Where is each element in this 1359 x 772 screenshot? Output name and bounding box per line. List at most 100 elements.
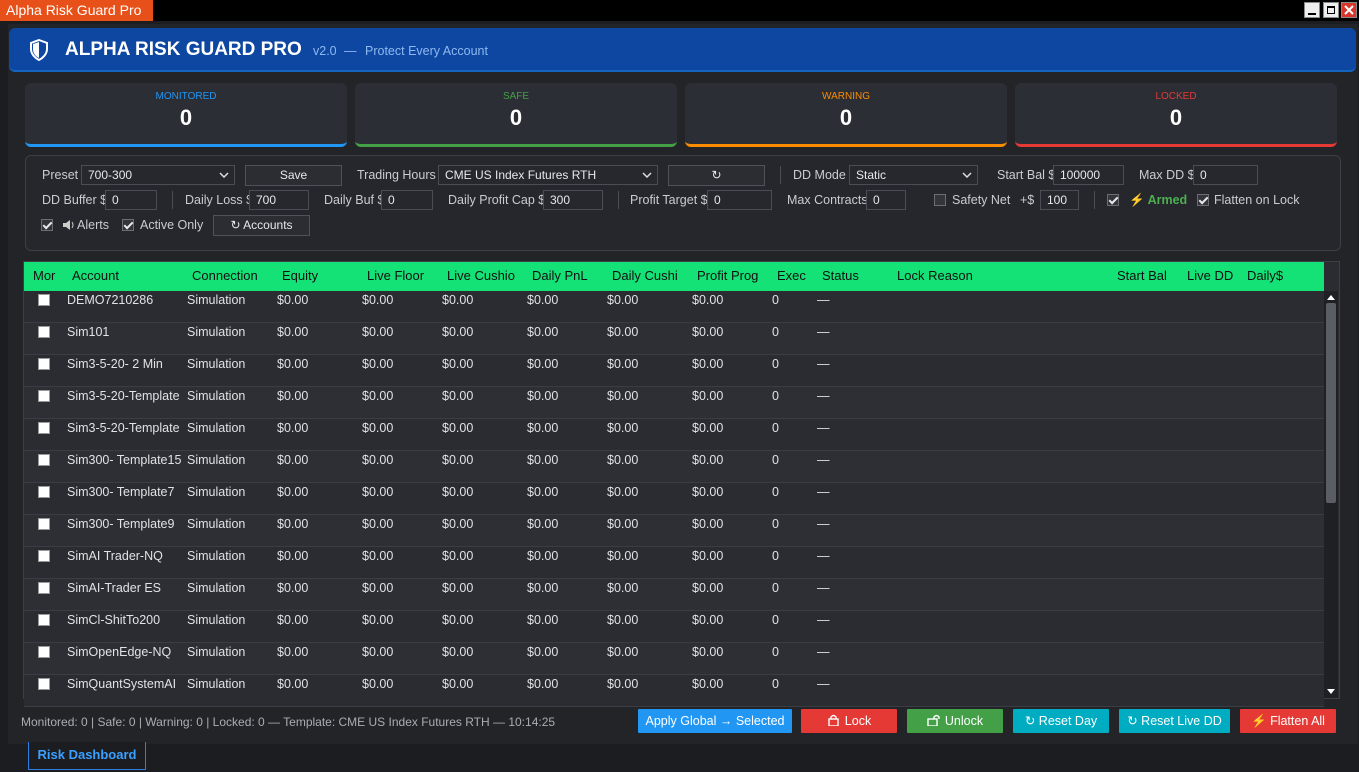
table-row[interactable]	[24, 355, 1324, 387]
table-header	[24, 262, 1324, 291]
row-checkbox[interactable]	[38, 550, 50, 562]
table-row[interactable]	[24, 291, 1324, 323]
checkbox[interactable]	[122, 219, 134, 231]
table-row[interactable]	[24, 387, 1324, 419]
checkbox[interactable]	[1107, 194, 1119, 206]
table-row[interactable]	[24, 579, 1324, 611]
row-checkbox[interactable]	[38, 326, 50, 338]
dropdown-arrow	[962, 172, 972, 178]
table-cell: $0.00	[442, 357, 474, 371]
column-header[interactable]: Lock Reason	[897, 268, 973, 283]
action-button[interactable]: ↻ Reset Day	[1013, 709, 1109, 733]
column-header[interactable]: Daily Cushi	[612, 268, 678, 283]
table-row[interactable]	[24, 323, 1324, 355]
checkbox[interactable]	[41, 219, 53, 231]
shield-icon	[30, 39, 48, 61]
table-cell: $0.00	[527, 613, 559, 627]
close-button[interactable]	[1341, 2, 1357, 18]
scroll-up[interactable]	[1325, 293, 1337, 301]
action-button[interactable]: Unlock	[907, 709, 1003, 733]
scroll-down[interactable]	[1325, 688, 1337, 696]
row-checkbox[interactable]	[38, 454, 50, 466]
checkbox[interactable]	[1197, 194, 1209, 206]
table-cell: $0.00	[277, 357, 309, 371]
table-cell: $0.00	[607, 613, 639, 627]
action-button[interactable]: ⚡ Flatten All	[1240, 709, 1336, 733]
minimize-button[interactable]	[1304, 2, 1320, 18]
row-checkbox[interactable]	[38, 294, 50, 306]
table-cell: 0	[772, 485, 779, 499]
column-header[interactable]: Exec	[777, 268, 806, 283]
column-header[interactable]: Start Bal	[1117, 268, 1167, 283]
table-row[interactable]	[24, 643, 1324, 675]
stat-label: SAFE	[502, 91, 530, 102]
row-checkbox[interactable]	[38, 646, 50, 658]
row-checkbox[interactable]	[38, 358, 50, 370]
column-header[interactable]: Daily$	[1247, 268, 1284, 283]
text-input[interactable]: 700	[249, 190, 309, 210]
text-input[interactable]: 100000	[1053, 165, 1124, 185]
table-cell: $0.00	[607, 485, 639, 499]
text-input[interactable]: 100	[1040, 190, 1079, 210]
row-checkbox[interactable]	[38, 486, 50, 498]
dropdown[interactable]: CME US Index Futures RTH	[438, 165, 658, 185]
table-cell: $0.00	[362, 549, 394, 563]
column-header[interactable]: Mor	[33, 268, 56, 283]
button[interactable]: ↻	[668, 165, 765, 186]
text-input[interactable]: 0	[1193, 165, 1258, 185]
column-header[interactable]: Account	[72, 268, 119, 283]
column-header[interactable]: Connection	[192, 268, 258, 283]
row-checkbox[interactable]	[38, 678, 50, 690]
field-label: Daily Buf $	[324, 193, 385, 207]
table-cell: $0.00	[527, 677, 559, 691]
table-cell: $0.00	[362, 581, 394, 595]
row-checkbox[interactable]	[38, 422, 50, 434]
column-header[interactable]: Profit Prog	[697, 268, 759, 283]
action-button[interactable]: ↻ Reset Live DD	[1119, 709, 1230, 733]
column-header[interactable]: Status	[822, 268, 859, 283]
row-checkbox[interactable]	[38, 582, 50, 594]
table-cell: $0.00	[692, 421, 724, 435]
row-checkbox[interactable]	[38, 614, 50, 626]
action-button[interactable]: Lock	[801, 709, 897, 733]
table-cell: 0	[772, 453, 779, 467]
text-input[interactable]: 0	[707, 190, 772, 210]
table-cell: $0.00	[442, 645, 474, 659]
table-cell: $0.00	[362, 389, 394, 403]
table-cell: Simulation	[187, 517, 246, 531]
table-row[interactable]	[24, 419, 1324, 451]
table-row[interactable]	[24, 675, 1324, 707]
table-cell: $0.00	[692, 517, 724, 531]
scrollbar-thumb[interactable]	[1326, 303, 1336, 503]
table-row[interactable]	[24, 611, 1324, 643]
checkbox[interactable]	[934, 194, 946, 206]
table-row[interactable]	[24, 515, 1324, 547]
column-header[interactable]: Daily PnL	[532, 268, 588, 283]
table-row[interactable]	[24, 483, 1324, 515]
column-header[interactable]: Live DD	[1187, 268, 1234, 283]
dropdown[interactable]: Static	[849, 165, 978, 185]
button[interactable]: ↻ Accounts	[213, 215, 310, 236]
column-header[interactable]: Live Floor	[367, 268, 425, 283]
text-input[interactable]: 0	[105, 190, 157, 210]
text-input[interactable]: 300	[543, 190, 603, 210]
text-input[interactable]: 0	[381, 190, 433, 210]
table-cell: —	[817, 549, 830, 563]
row-checkbox[interactable]	[38, 390, 50, 402]
table-row[interactable]	[24, 547, 1324, 579]
tab-risk-dashboard[interactable]: Risk Dashboard	[28, 742, 146, 770]
table-cell: $0.00	[277, 581, 309, 595]
button[interactable]: Save	[245, 165, 342, 186]
table-cell: $0.00	[362, 485, 394, 499]
row-checkbox[interactable]	[38, 518, 50, 530]
action-button[interactable]: Apply Global → Selected	[638, 709, 792, 733]
table-row[interactable]	[24, 451, 1324, 483]
table-cell: —	[817, 453, 830, 467]
dropdown[interactable]: 700-300	[81, 165, 235, 185]
maximize-button[interactable]	[1323, 2, 1339, 18]
table-cell: SimOpenEdge-NQ	[67, 645, 172, 659]
column-header[interactable]: Equity	[282, 268, 319, 283]
text-input[interactable]: 0	[866, 190, 906, 210]
table-cell: Simulation	[187, 549, 246, 563]
column-header[interactable]: Live Cushio	[447, 268, 515, 283]
